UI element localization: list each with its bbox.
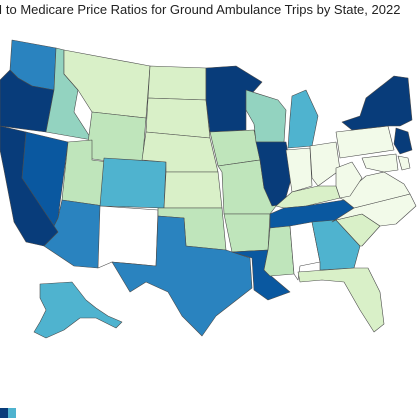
state-PA xyxy=(335,125,395,159)
state-OH xyxy=(309,141,341,187)
state-MI xyxy=(287,89,319,149)
state-WV xyxy=(335,161,363,199)
state-IA xyxy=(209,129,261,167)
state-TX xyxy=(111,215,253,337)
state-NM xyxy=(97,205,159,269)
state-WY xyxy=(85,111,147,167)
state-IN xyxy=(285,147,313,193)
state-DE xyxy=(397,155,411,171)
state-NJ xyxy=(393,127,413,155)
state-VA xyxy=(339,171,411,209)
state-CO xyxy=(99,157,167,209)
state-MT xyxy=(63,49,151,119)
legend-swatch-light xyxy=(8,408,16,418)
state-AR xyxy=(223,213,271,253)
state-MD xyxy=(361,153,399,173)
states-layer xyxy=(0,39,417,339)
state-FL xyxy=(297,267,385,333)
state-AK xyxy=(33,281,123,339)
state-NY xyxy=(341,75,413,131)
legend-swatch-dark xyxy=(0,408,8,418)
state-KS xyxy=(163,171,223,209)
state-ND xyxy=(147,65,207,101)
state-SD xyxy=(145,97,211,139)
state-MN xyxy=(205,65,263,133)
map-title: SI to Medicare Price Ratios for Ground A… xyxy=(0,2,401,17)
